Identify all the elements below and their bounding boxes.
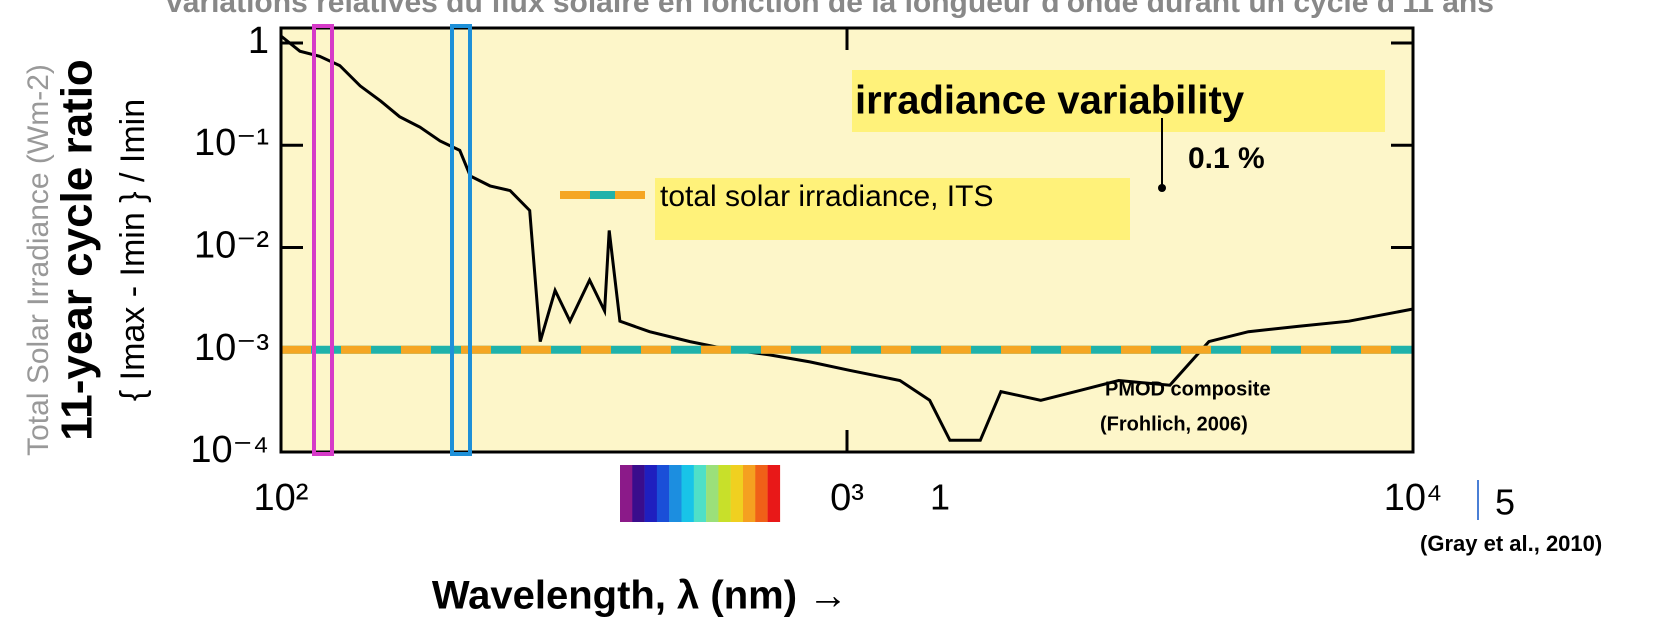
y-tick-label: 10⁻⁴ — [190, 429, 269, 471]
annotation: 0.1 % — [1188, 142, 1265, 175]
color-bar-cell — [644, 465, 658, 522]
plot-frame — [279, 26, 1415, 454]
color-bar-cell — [656, 465, 670, 522]
y-tick-label: 10⁻² — [194, 225, 269, 267]
color-bar-cell — [743, 465, 756, 522]
y-axis-label: 11-year cycle ratio — [53, 59, 102, 441]
band-box — [312, 24, 334, 456]
arrow-head — [1158, 184, 1166, 192]
color-bar-cell — [755, 465, 768, 522]
spectrum-line — [280, 34, 1414, 442]
color-bar-cell — [620, 465, 633, 522]
annotation: PMOD composite — [1105, 378, 1271, 400]
source: (Gray et al., 2010) — [1420, 531, 1602, 556]
annotation: irradiance variability — [855, 79, 1245, 123]
y-tick-label: 10⁻¹ — [194, 122, 269, 164]
y-axis-label: { Imax - Imin } / Imin — [114, 99, 152, 401]
annotation: 5 — [1495, 482, 1515, 523]
y-axis-ghost-label: Total Solar Irradiance (Wm-2) — [22, 64, 55, 456]
chart-title: variations relatives du flux solaire en … — [166, 0, 1494, 19]
color-bar-cell — [718, 465, 731, 522]
color-bar-cell — [706, 465, 719, 522]
annotation: 1 — [930, 477, 950, 518]
color-bar — [620, 465, 781, 522]
y-tick-label: 1 — [248, 20, 269, 62]
x-axis-label: Wavelength, λ (nm) → — [432, 574, 848, 618]
x-tick-label: 10² — [254, 477, 309, 519]
color-bar-cell — [669, 465, 682, 522]
band-box — [450, 24, 472, 456]
color-bar-cell — [693, 465, 707, 522]
x-tick-label: 10⁴ — [1384, 477, 1443, 519]
x-tick-label: 0³ — [830, 477, 864, 519]
annotation: (Frohlich, 2006) — [1100, 413, 1248, 435]
color-bar-cell — [681, 465, 694, 522]
color-bar-cell — [632, 465, 645, 522]
color-bar-cell — [767, 465, 781, 522]
legend-background — [655, 178, 1130, 240]
legend-label: total solar irradiance, ITS — [660, 180, 993, 213]
color-bar-cell — [730, 465, 744, 522]
highlight — [852, 70, 1385, 132]
y-tick-label: 10⁻³ — [194, 327, 269, 369]
